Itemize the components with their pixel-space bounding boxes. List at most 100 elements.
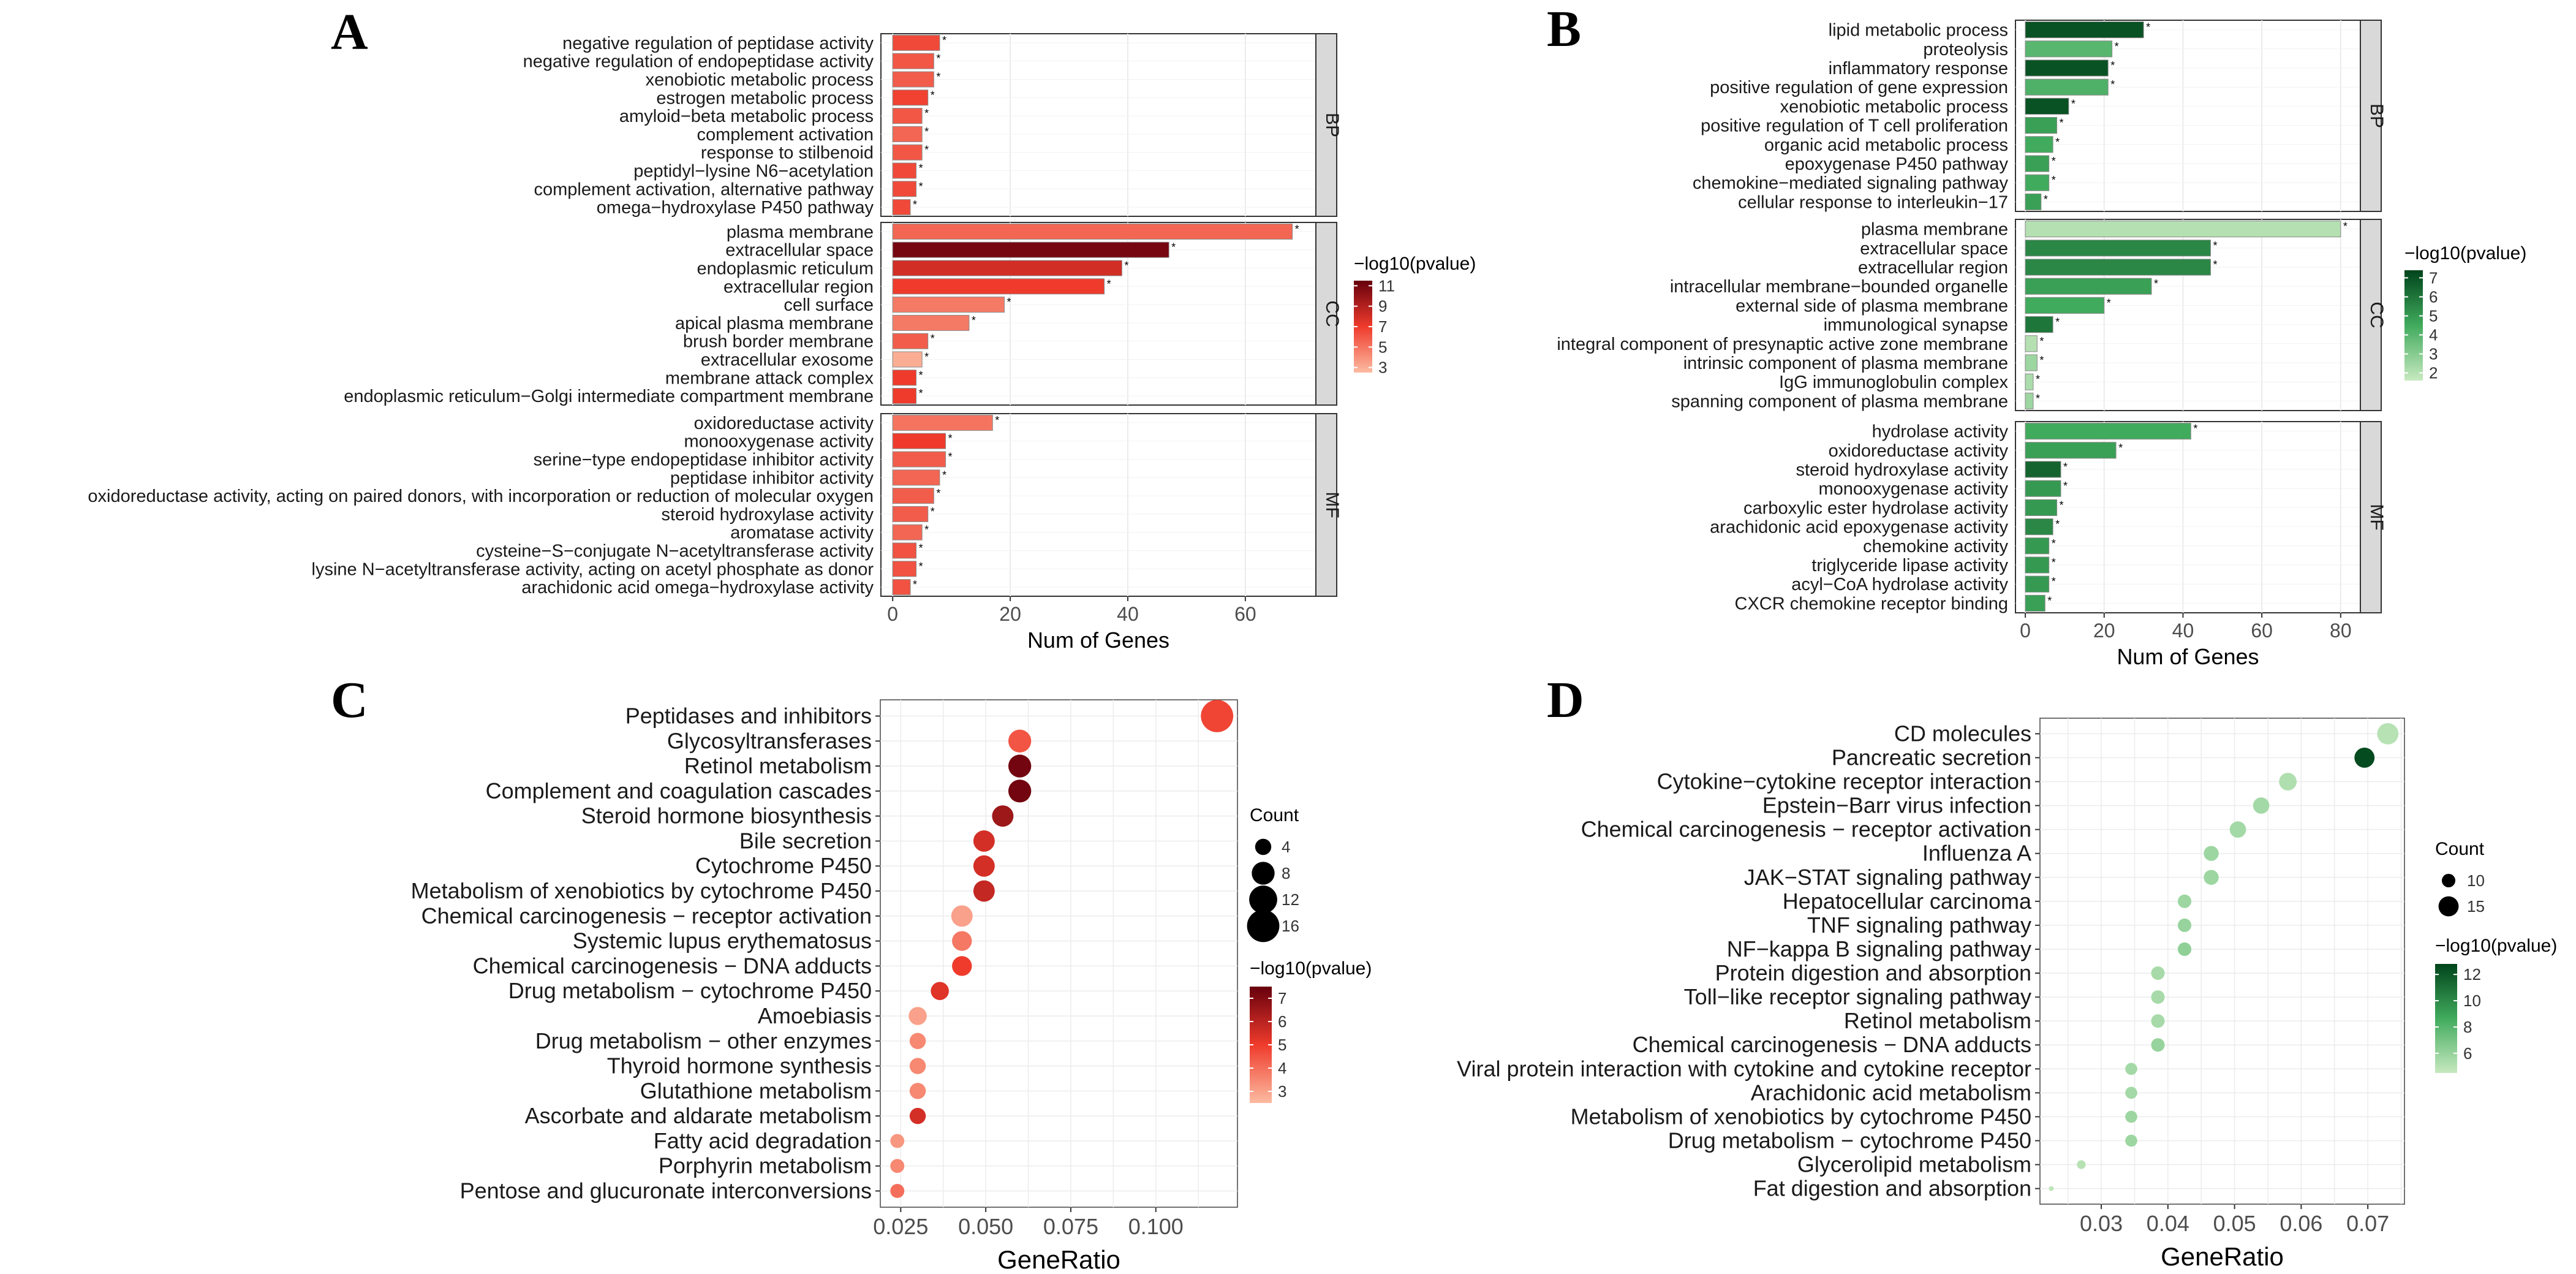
category-label: endoplasmic reticulum bbox=[697, 259, 874, 279]
category-label: Toll−like receptor signaling pathway bbox=[1684, 984, 2031, 1009]
category-label: complement activation, alternative pathw… bbox=[534, 180, 874, 199]
dot bbox=[1008, 729, 1032, 753]
bar bbox=[2025, 97, 2069, 115]
x-axis-title: Num of Genes bbox=[1027, 628, 1169, 653]
significance-mark: * bbox=[2063, 461, 2068, 473]
legend-label: 3 bbox=[2429, 345, 2438, 363]
bar bbox=[892, 278, 1105, 295]
dot bbox=[952, 931, 972, 951]
category-label: oxidoreductase activity bbox=[1829, 441, 2009, 461]
bar bbox=[892, 144, 923, 161]
significance-mark: * bbox=[1007, 296, 1011, 308]
bar bbox=[2025, 259, 2211, 276]
size-legend-label: 16 bbox=[1282, 917, 1299, 935]
significance-mark: * bbox=[2213, 259, 2217, 271]
dot bbox=[973, 880, 995, 902]
category-label: omega−hydroxylase P450 pathway bbox=[597, 198, 874, 218]
significance-mark: * bbox=[2052, 556, 2056, 569]
significance-mark: * bbox=[948, 433, 953, 445]
category-label: Glutathione metabolism bbox=[640, 1078, 872, 1103]
dot bbox=[2279, 773, 2297, 791]
bar bbox=[892, 71, 934, 88]
category-label: Drug metabolism − cytochrome P450 bbox=[508, 978, 872, 1003]
bar bbox=[2025, 518, 2053, 536]
bar bbox=[892, 469, 940, 486]
x-axis-title: GeneRatio bbox=[2161, 1242, 2284, 1271]
category-label: TNF signaling pathway bbox=[1807, 912, 2031, 938]
significance-mark: * bbox=[2052, 575, 2056, 588]
significance-mark: * bbox=[2052, 174, 2056, 186]
dot bbox=[908, 1007, 927, 1025]
panel-letter: A bbox=[331, 4, 368, 61]
facet-strip bbox=[1315, 222, 1337, 406]
dot bbox=[2125, 1063, 2137, 1075]
legend-label: 7 bbox=[1378, 317, 1387, 336]
dot bbox=[2049, 1186, 2054, 1191]
category-label: negative regulation of endopeptidase act… bbox=[523, 52, 874, 72]
bar bbox=[892, 451, 946, 468]
significance-mark: * bbox=[2039, 354, 2044, 366]
size-legend-title: Count bbox=[2435, 839, 2485, 859]
bar bbox=[892, 126, 923, 142]
panel-a-facet-bar-chart: A * negative regulation of peptidase activ… bbox=[88, 4, 1476, 653]
significance-mark: * bbox=[2039, 335, 2044, 347]
category-label: extracellular region bbox=[723, 277, 874, 297]
significance-mark: * bbox=[936, 71, 940, 83]
facet-strip bbox=[1315, 413, 1337, 597]
x-tick-label: 40 bbox=[1117, 603, 1139, 625]
dot bbox=[909, 1107, 926, 1124]
bar bbox=[2025, 59, 2109, 77]
bar bbox=[892, 542, 917, 559]
size-legend-label: 4 bbox=[1282, 838, 1290, 856]
significance-mark: * bbox=[919, 387, 923, 400]
significance-mark: * bbox=[2052, 537, 2056, 550]
category-label: Chemical carcinogenesis − DNA adducts bbox=[1633, 1032, 2031, 1057]
significance-mark: * bbox=[1171, 241, 1176, 254]
category-label: hydrolase activity bbox=[1872, 422, 2009, 442]
dot bbox=[2151, 990, 2165, 1004]
category-label: Retinol metabolism bbox=[684, 753, 872, 778]
x-tick-label: 80 bbox=[2330, 620, 2352, 642]
x-tick-label: 0.06 bbox=[2279, 1211, 2322, 1236]
x-tick-label: 60 bbox=[2251, 620, 2273, 642]
significance-mark: * bbox=[1295, 223, 1299, 235]
legend-label: 7 bbox=[2429, 268, 2438, 287]
significance-mark: * bbox=[995, 414, 999, 427]
category-label: cellular response to interleukin−17 bbox=[1738, 192, 2008, 212]
bar bbox=[892, 297, 1005, 313]
bar bbox=[892, 506, 929, 522]
significance-mark: * bbox=[919, 369, 923, 381]
significance-mark: * bbox=[2115, 40, 2119, 53]
dot bbox=[973, 830, 995, 852]
dot bbox=[2151, 966, 2165, 980]
legend-label: 5 bbox=[1378, 338, 1387, 356]
significance-mark: * bbox=[2118, 442, 2123, 454]
significance-mark: * bbox=[936, 53, 940, 65]
category-label: organic acid metabolic process bbox=[1764, 135, 2008, 155]
category-label: oxidoreductase activity bbox=[694, 414, 874, 433]
significance-mark: * bbox=[931, 89, 935, 101]
category-label: Pancreatic secretion bbox=[1832, 745, 2031, 770]
facet-strip bbox=[2360, 421, 2382, 613]
category-label: oxidoreductase activity, acting on paire… bbox=[88, 487, 874, 506]
significance-mark: * bbox=[913, 199, 917, 211]
bar bbox=[2025, 461, 2061, 478]
significance-mark: * bbox=[2343, 221, 2347, 233]
bar bbox=[892, 108, 923, 124]
significance-mark: * bbox=[2052, 155, 2056, 167]
significance-mark: * bbox=[2055, 316, 2060, 328]
category-label: aromatase activity bbox=[730, 523, 874, 543]
x-tick-label: 0 bbox=[887, 603, 898, 625]
category-label: carboxylic ester hydrolase activity bbox=[1743, 498, 2008, 518]
category-label: negative regulation of peptidase activit… bbox=[562, 34, 874, 53]
color-legend-label: 8 bbox=[2463, 1018, 2472, 1036]
significance-mark: * bbox=[2193, 423, 2197, 435]
significance-mark: * bbox=[931, 506, 935, 518]
facet-label: BP bbox=[1322, 113, 1342, 137]
color-legend-label: 6 bbox=[1278, 1012, 1286, 1031]
dot bbox=[2178, 894, 2192, 908]
significance-mark: * bbox=[913, 578, 917, 591]
significance-mark: * bbox=[924, 524, 929, 536]
category-label: Influenza A bbox=[1922, 841, 2031, 866]
category-label: Fatty acid degradation bbox=[654, 1128, 872, 1153]
